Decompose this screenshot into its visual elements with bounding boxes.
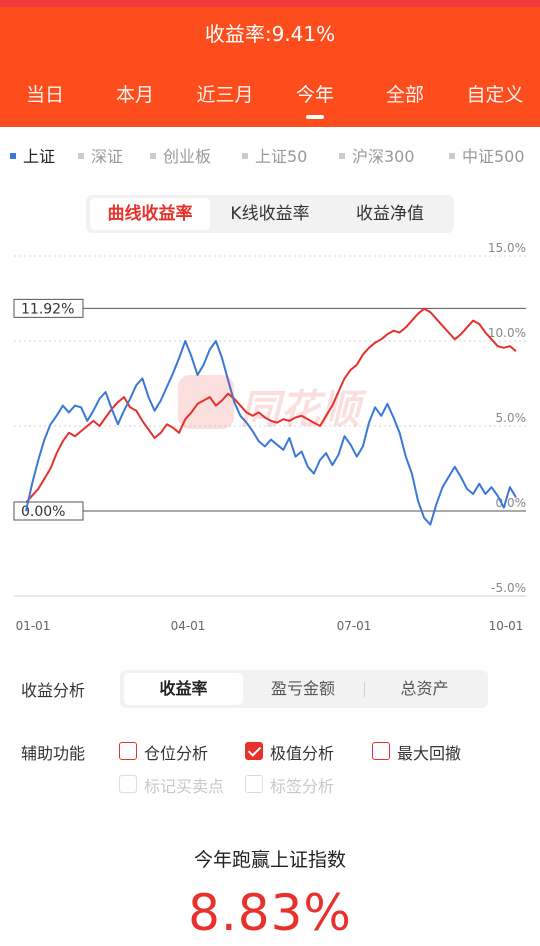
x-tick-label: 07-01 [337, 619, 372, 633]
index-item-csi300[interactable]: 沪深300 [339, 143, 415, 167]
page-title: 收益率:9.41% [204, 22, 336, 46]
portfolio-return-line [25, 307, 517, 504]
index-dot-icon [242, 152, 248, 159]
analysis-total-assets[interactable]: 总资产 [400, 679, 449, 698]
analysis-return-rate[interactable]: 收益率 [124, 673, 243, 705]
watermark: 同花顺 [178, 373, 368, 433]
index-label: 沪深300 [352, 147, 415, 166]
x-tick-label: 10-01 [489, 619, 524, 633]
analysis-selector: 收益率 盈亏金额 总资产 [120, 670, 488, 708]
index-label: 深证 [91, 147, 124, 166]
index-dot-icon [150, 152, 156, 159]
index-item-csi500[interactable]: 中证500 [449, 143, 525, 167]
min-value-box [13, 501, 84, 521]
index-item-shanghai[interactable]: 上证 [10, 143, 55, 167]
index-label: 上证 [23, 147, 56, 166]
watermark-text: 同花顺 [240, 387, 360, 433]
index-dot-icon [10, 152, 16, 159]
checkbox-label: 标签分析 [270, 777, 335, 796]
tab-this-month[interactable]: 本月 [115, 84, 154, 106]
header-top-stripe [0, 0, 540, 7]
segment-divider [364, 682, 365, 697]
index-item-chinext[interactable]: 创业板 [150, 143, 211, 167]
index-label: 上证50 [255, 147, 308, 166]
index-dot-icon [78, 152, 84, 159]
checkbox-label: 标记买卖点 [144, 777, 225, 796]
index-label: 中证500 [462, 147, 525, 166]
tab-this-year[interactable]: 今年 [295, 84, 334, 106]
index-return-line [25, 340, 517, 526]
period-tabs: 当日 本月 近三月 今年 全部 自定义 [0, 80, 540, 119]
analysis-profit-loss[interactable]: 盈亏金额 [270, 679, 335, 698]
checkbox-label: 极值分析 [270, 744, 335, 763]
y-tick-label: 5.0% [496, 411, 527, 425]
outperform-value: 8.83% [188, 884, 352, 942]
index-item-sse50[interactable]: 上证50 [242, 143, 307, 167]
checkbox-label: 最大回撤 [397, 744, 462, 763]
active-tab-indicator [306, 115, 324, 119]
checkbox-box [372, 742, 390, 760]
return-chart-svg: 15.0% 10.0% 5.0% 0.0% -5.0% 01-01 04-01 07-01 10… [13, 241, 527, 633]
checkbox-box [245, 775, 263, 793]
y-tick-label: 0.0% [496, 496, 527, 510]
y-tick-label: 15.0% [488, 241, 526, 255]
tab-today[interactable]: 当日 [25, 84, 64, 106]
mode-net-value[interactable]: 收益净值 [356, 204, 424, 224]
y-tick-label: 10.0% [488, 326, 526, 340]
return-chart[interactable]: 15.0% 10.0% 5.0% 0.0% -5.0% 01-01 04-01 07-01 10… [0, 240, 540, 640]
checkbox-checked-icon [245, 742, 263, 760]
aux-label: 辅助功能 [21, 744, 86, 763]
tab-custom[interactable]: 自定义 [466, 84, 524, 106]
y-tick-label: -5.0% [491, 581, 526, 595]
tab-all[interactable]: 全部 [385, 84, 424, 106]
x-tick-label: 04-01 [171, 619, 206, 633]
max-value-label: 11.92% [21, 301, 74, 317]
min-value-label: 0.00% [21, 504, 65, 520]
watermark-logo-icon [178, 375, 234, 429]
mode-kline-return[interactable]: K线收益率 [230, 204, 310, 224]
index-dot-icon [449, 152, 455, 159]
index-label: 创业板 [163, 147, 212, 166]
x-tick-label: 01-01 [16, 619, 51, 633]
tab-last-three-months[interactable]: 近三月 [196, 84, 254, 106]
index-item-shenzhen[interactable]: 深证 [78, 143, 123, 167]
checkbox-box [119, 742, 137, 760]
chart-mode-selector: 曲线收益率 K线收益率 收益净值 [86, 195, 454, 233]
index-selector: 上证 深证 创业板 上证50 沪深300 中证500 [0, 143, 540, 171]
checkbox-box [119, 775, 137, 793]
max-value-box [13, 298, 84, 318]
analysis-label: 收益分析 [21, 681, 86, 700]
checkbox-label: 仓位分析 [144, 744, 209, 763]
mode-curve-return[interactable]: 曲线收益率 [90, 198, 210, 230]
outperform-title: 今年跑赢上证指数 [193, 849, 346, 871]
index-dot-icon [339, 152, 345, 159]
header-bar: 收益率:9.41% 当日 本月 近三月 今年 全部 自定义 [0, 0, 540, 127]
